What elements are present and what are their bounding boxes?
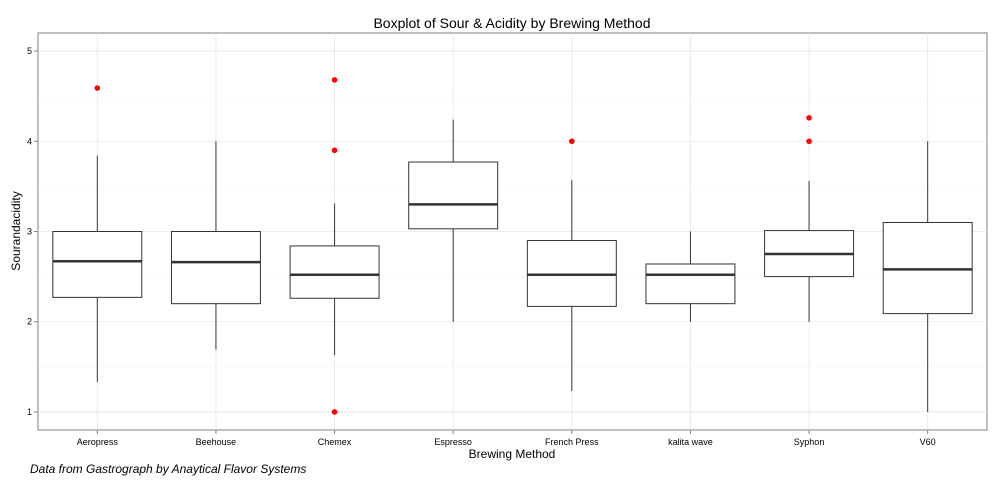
box-series (52, 77, 973, 415)
iqr-box (882, 221, 973, 315)
data-source-caption: Data from Gastrograph by Anaytical Flavo… (30, 462, 307, 476)
iqr-box (408, 161, 499, 230)
box-syphon (764, 115, 855, 322)
x-tick-label: Espresso (434, 437, 472, 447)
outlier-point (806, 115, 812, 121)
box-espresso (408, 119, 499, 322)
x-axis: Aeropress Beehouse Chemex Espresso French Pr… (77, 430, 936, 447)
y-tick-label: 5 (27, 46, 32, 56)
x-tick-label: Aeropress (77, 437, 119, 447)
outlier-point (806, 138, 812, 145)
x-tick-label: Syphon (794, 437, 825, 447)
outlier-point (331, 147, 338, 154)
y-tick-label: 4 (27, 136, 32, 146)
box-chemex (289, 77, 380, 415)
x-tick-label: Chemex (318, 437, 352, 447)
y-tick-label: 1 (27, 407, 32, 417)
x-axis-title: Brewing Method (469, 447, 556, 461)
x-tick-label: kalita wave (668, 437, 713, 447)
x-tick-label: V60 (920, 437, 936, 447)
y-axis: 1 2 3 4 5 (27, 46, 38, 417)
chart-title: Boxplot of Sour & Acidity by Brewing Met… (373, 15, 650, 31)
y-tick-label: 2 (27, 317, 32, 327)
box-kalita-wave (645, 231, 736, 322)
iqr-box (52, 231, 143, 298)
outlier-point (94, 85, 101, 91)
outlier-point (569, 138, 575, 145)
y-tick-label: 3 (27, 227, 32, 237)
iqr-box (526, 240, 617, 307)
x-tick-label: Beehouse (196, 437, 237, 447)
box-aeropress (52, 85, 143, 383)
y-axis-title: Sourandacidity (9, 191, 23, 270)
box-french-press (526, 138, 617, 392)
iqr-box (289, 245, 380, 299)
x-tick-label: French Press (545, 437, 599, 447)
iqr-box (645, 263, 736, 305)
outlier-point (331, 409, 338, 415)
iqr-box (170, 231, 261, 305)
outlier-point (331, 77, 338, 83)
box-beehouse (170, 141, 261, 350)
box-v60 (882, 141, 973, 412)
